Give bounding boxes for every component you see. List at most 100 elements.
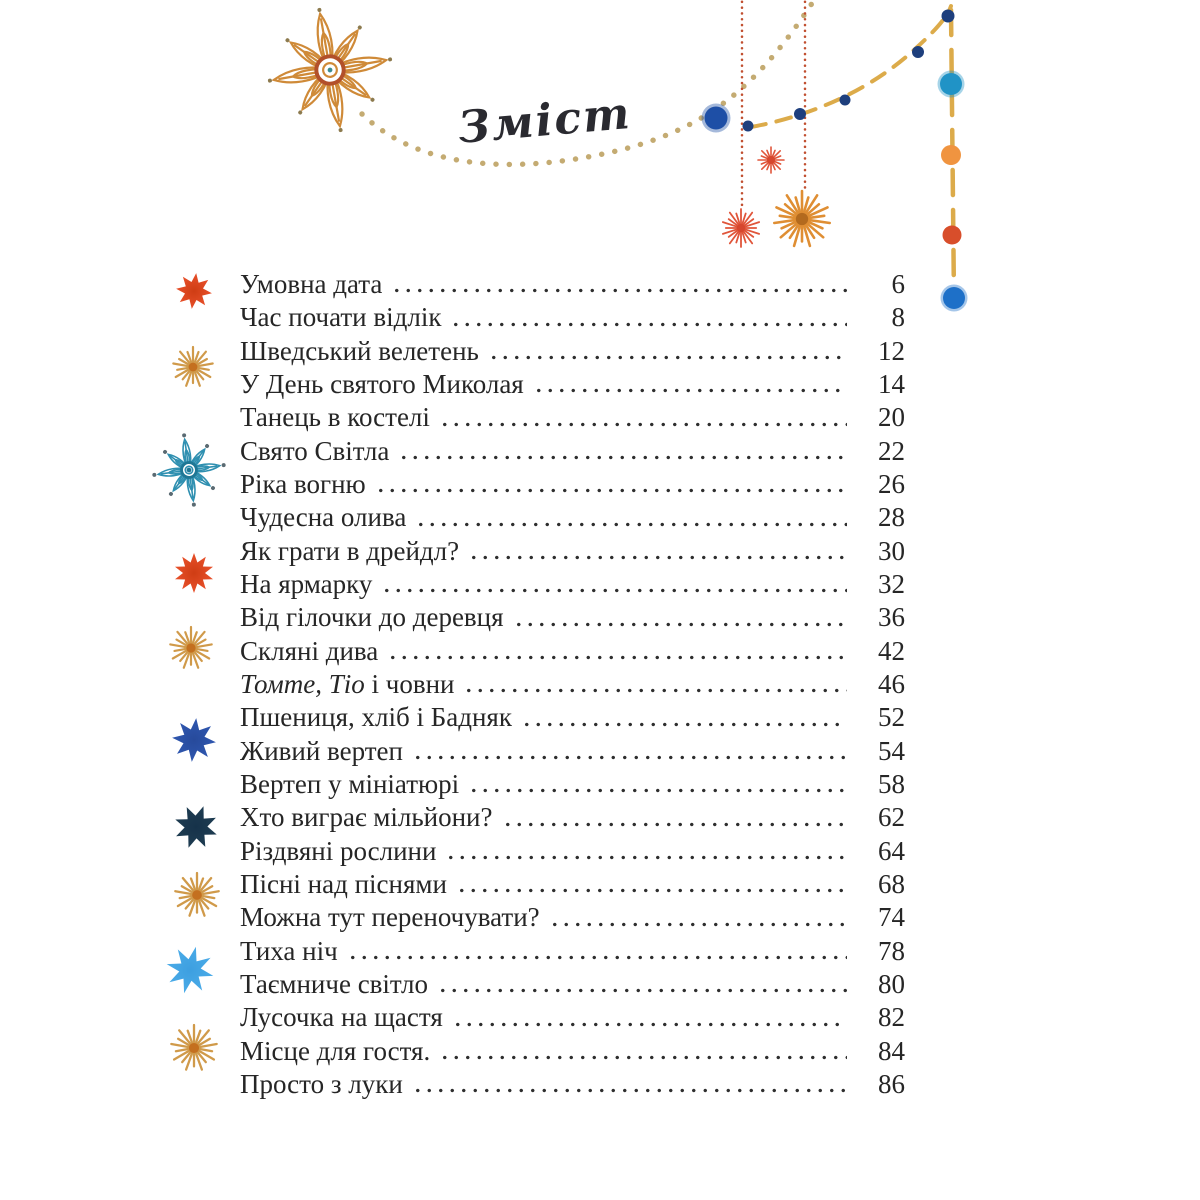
gold-sunburst-icon (174, 871, 220, 917)
toc-leader (468, 553, 847, 560)
royal-blue-star-icon (172, 718, 216, 762)
toc-page-number: 8 (891, 302, 906, 333)
navy-pompom-icon (701, 103, 731, 133)
toc-page-number: 58 (878, 768, 905, 799)
toc-title-part: Умовна дата (240, 269, 383, 299)
small-red-starburst-icon (757, 146, 785, 174)
toc-row-title: Місце для гостя. (240, 1035, 430, 1068)
toc-leader (439, 1053, 847, 1060)
toc-leader (468, 787, 847, 794)
gold-sunburst-icon (169, 625, 213, 669)
toc-page-number: 86 (878, 1068, 905, 1099)
toc-leader (412, 753, 847, 760)
toc-leader (520, 720, 847, 727)
toc-title-part: Як грати в дрейдл? (240, 535, 460, 566)
toc-page-number: 28 (878, 502, 905, 533)
curve-beads (742, 9, 955, 132)
toc-page-number: 32 (878, 568, 905, 599)
gold-sunburst-icon (172, 345, 214, 387)
toc-title-part: Скляні дива (240, 635, 379, 666)
toc-title-part: Вертеп у мініатюрі (240, 768, 460, 799)
toc-row-title: Ріка вогню (240, 468, 366, 501)
toc-page-number: 78 (878, 935, 905, 966)
toc-row-title: Від гілочки до деревця (240, 601, 504, 634)
toc-row-title: Томте, Тіо і човни (240, 668, 454, 701)
toc-title-part: Живий вертеп (240, 735, 403, 766)
toc-row-title: Лусочка на щастя (240, 1001, 443, 1034)
toc-leader (374, 487, 847, 494)
toc-leader (411, 1087, 847, 1094)
toc-row: Хто виграє мільйони? 62 (240, 801, 905, 834)
toc-title-part: На ярмарку (240, 568, 373, 599)
toc-leader (391, 287, 847, 294)
toc-row: На ярмарку 32 (240, 568, 905, 601)
toc-page-number: 52 (878, 702, 905, 733)
toc-row: Скляні дива 42 (240, 635, 905, 668)
toc-title-part: Таємниче світло (240, 968, 429, 999)
toc-leader (387, 653, 847, 660)
toc-row: Від гілочки до деревця 36 (240, 601, 905, 634)
toc-row: Просто з луки 86 (240, 1068, 905, 1101)
toc-row-title: Час почати відлік (240, 301, 441, 334)
toc-row: Місце для гостя. 84 (240, 1035, 905, 1068)
toc-row: Свято Світла 22 (240, 435, 905, 468)
toc-row: Можна тут переночувати? 74 (240, 901, 905, 934)
toc-row: У День святого Миколая 14 (240, 368, 905, 401)
toc-title-part: Час почати відлік (240, 302, 442, 333)
toc-title-part: Пісні над піснями (240, 868, 447, 899)
toc-row: Пшениця, хліб і Бадняк 52 (240, 701, 905, 734)
toc-row-title: Скляні дива (240, 635, 378, 668)
toc-leader (501, 820, 847, 827)
red-star-icon (176, 273, 212, 309)
toc-row-title: Чудесна олива (240, 501, 406, 534)
toc-row: Ріка вогню 26 (240, 468, 905, 501)
toc-row-title: Можна тут переночувати? (240, 901, 540, 934)
toc-leader (512, 620, 847, 627)
toc-leader (450, 320, 847, 327)
navy-star-icon (175, 806, 217, 848)
toc-page-number: 14 (878, 368, 905, 399)
garland-dashed-curve (749, 4, 953, 129)
toc-leader (438, 420, 847, 427)
red-bead-icon (942, 225, 962, 245)
toc-row-title: Як грати в дрейдл? (240, 535, 459, 568)
toc-leader (381, 587, 847, 594)
toc-row: Пісні над піснями 68 (240, 868, 905, 901)
toc-title-part: Місце для гостя. (240, 1035, 431, 1066)
toc-leader (415, 520, 847, 527)
toc-title-part: Шведський велетень (240, 335, 479, 366)
toc-row: Шведський велетень 12 (240, 335, 905, 368)
toc-row-title: Умовна дата (240, 268, 382, 301)
toc-leader (487, 353, 847, 360)
toc-row: Різдвяні рослини 64 (240, 835, 905, 868)
page-title: Зміст (456, 87, 634, 154)
blue-bead-icon (940, 284, 968, 312)
toc-title-part: Можна тут переночувати? (240, 902, 540, 933)
toc-title-part: і човни (364, 668, 455, 699)
toc-page-number: 20 (878, 402, 905, 433)
toc-row-title: Пісні над піснями (240, 868, 447, 901)
toc-title-part: Лусочка на щастя (240, 1002, 443, 1033)
toc-row-title: Шведський велетень (240, 335, 479, 368)
toc-page-number: 6 (891, 269, 906, 299)
toc-row: Вертеп у мініатюрі 58 (240, 768, 905, 801)
toc-row-title: Тиха ніч (240, 935, 338, 968)
toc-row: Час почати відлік 8 (240, 301, 905, 334)
toc-title-part: Томте, Тіо (240, 668, 365, 699)
toc-title-part: Тиха ніч (240, 935, 338, 966)
toc-title-part: Від гілочки до деревця (240, 602, 504, 633)
toc-row-title: Танець в костелі (240, 401, 430, 434)
toc-page-number: 62 (878, 802, 905, 833)
toc-list: Умовна дата 6 Час почати відлік 8 Шведсь… (240, 268, 905, 1101)
toc-title-part: Просто з луки (240, 1068, 403, 1099)
toc-row-title: Хто виграє мільйони? (240, 801, 493, 834)
toc-title-part: Пшениця, хліб і Бадняк (240, 702, 512, 733)
toc-leader (463, 687, 847, 694)
teal-bead-icon (937, 70, 965, 98)
toc-title-part: Ріка вогню (240, 468, 366, 499)
toc-page-number: 82 (878, 1002, 905, 1033)
toc-title-part: Хто виграє мільйони? (240, 802, 493, 833)
toc-row: Таємниче світло 80 (240, 968, 905, 1001)
gold-sunburst-icon (170, 1023, 218, 1071)
